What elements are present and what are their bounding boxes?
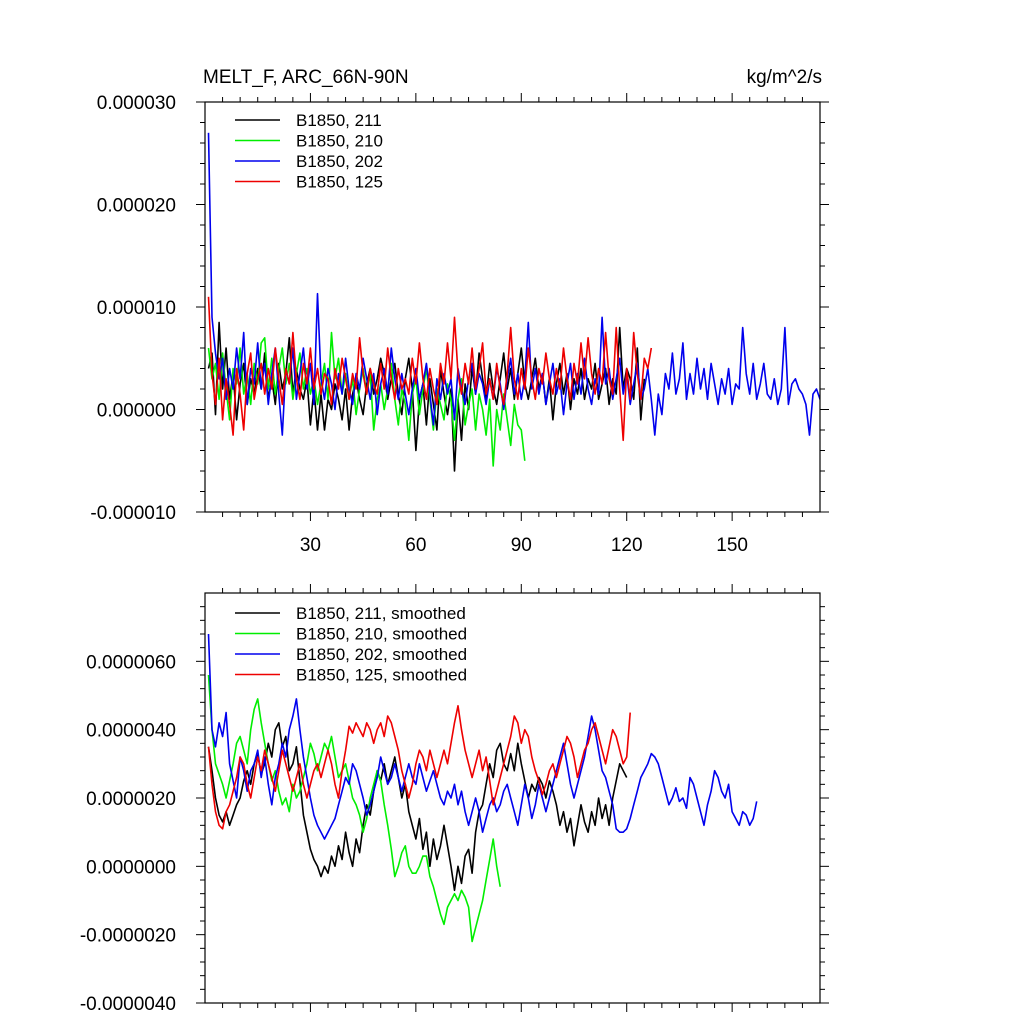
series-line-4 xyxy=(207,704,631,830)
series-line-4 xyxy=(207,296,653,442)
series-group xyxy=(207,633,758,943)
y-tick-label: 0.0000020 xyxy=(86,789,176,810)
legend-label: B1850, 211 xyxy=(296,111,382,130)
legend-label: B1850, 210 xyxy=(296,132,383,151)
series-line-2 xyxy=(207,674,501,943)
y-tick-label: 0.000000 xyxy=(97,401,176,422)
y-tick-label: 0.000010 xyxy=(97,298,176,319)
panel-1: 30 60 90 120 150 -0.000010 0.000000 0.000010 0.0… xyxy=(90,67,829,556)
legend-label: B1850, 125 xyxy=(296,173,383,192)
series-group xyxy=(207,132,820,472)
legend-label: B1850, 210, smoothed xyxy=(296,625,467,644)
y-tick-label: 0.0000060 xyxy=(86,652,176,673)
y-tick-label: 0.0000040 xyxy=(86,721,176,742)
y-tick-label: 0.000030 xyxy=(97,93,176,114)
units-label: kg/m^2/s xyxy=(747,67,822,88)
y-tick-label: -0.0000040 xyxy=(80,994,176,1015)
legend-label: B1850, 125, smoothed xyxy=(296,666,467,685)
x-tick-label: 30 xyxy=(300,535,321,556)
series-line-1 xyxy=(207,321,646,472)
panel-2: -0.0000040 -0.0000020 0.0000000 0.0000020 0.… xyxy=(80,584,829,1015)
x-tick-label: 120 xyxy=(611,535,643,556)
y-tick-label: -0.000010 xyxy=(90,503,176,524)
series-line-2 xyxy=(207,331,526,467)
x-tick-label: 90 xyxy=(511,535,532,556)
y-tick-label: -0.0000020 xyxy=(80,926,176,947)
legend-label: B1850, 202 xyxy=(296,152,383,171)
series-line-3 xyxy=(207,633,758,840)
legend-label: B1850, 202, smoothed xyxy=(296,645,467,664)
chart-title: MELT_F, ARC_66N-90N xyxy=(203,67,409,88)
legend-label: B1850, 211, smoothed xyxy=(296,604,466,623)
y-tick-label: 0.0000000 xyxy=(86,857,176,878)
x-tick-label: 150 xyxy=(716,535,748,556)
legend: B1850, 211, smoothed B1850, 210, smoothed… xyxy=(235,604,467,685)
y-tick-label: 0.000020 xyxy=(97,196,176,217)
x-tick-label: 60 xyxy=(405,535,426,556)
series-line-3 xyxy=(207,132,820,436)
series-line-1 xyxy=(207,721,628,892)
